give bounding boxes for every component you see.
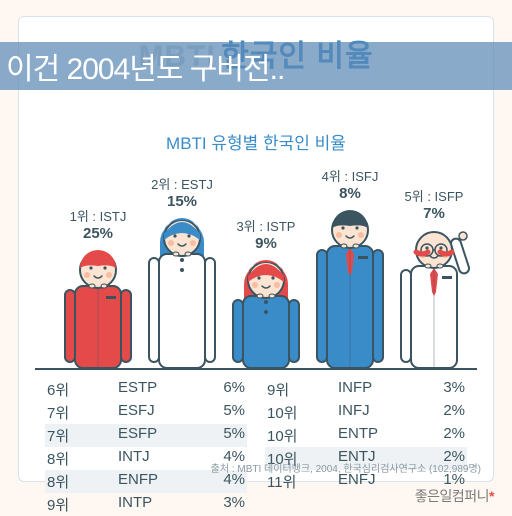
source-text: 출처 : MBTI 데이터뱅크, 2004, 한국심리검사연구소 (102,98… [211, 460, 481, 475]
rank-cell: 7위 [47, 425, 91, 446]
person-pct: 7% [405, 205, 464, 224]
table-row: 9위 INFP 3% [265, 378, 467, 401]
person-rank-type: 1위 : ISTJ [70, 209, 127, 225]
person: 4위 : ISFJ 8% [311, 169, 389, 368]
rank-cell: 7위 [47, 402, 91, 423]
type-cell: ESFJ [118, 402, 178, 423]
person-figure [143, 216, 221, 368]
table-row: 7위 ESFP 5% [45, 424, 247, 447]
footer-star: * [489, 488, 494, 504]
subtitle: MBTI 유형별 한국인 비율 [19, 129, 493, 154]
person-rank-type: 3위 : ISTP [237, 219, 296, 235]
person-pct: 9% [237, 235, 296, 254]
pct-cell: 3% [425, 379, 465, 400]
person-pct: 25% [70, 225, 127, 244]
type-cell: INFJ [338, 402, 398, 423]
rank-cell: 10위 [267, 425, 311, 446]
overlay-text: 이건 2004년도 구버전.. [6, 44, 284, 88]
person: 1위 : ISTJ 25% [59, 209, 137, 368]
person-rank-type: 5위 : ISFP [405, 189, 464, 205]
person-rank-type: 4위 : ISFJ [322, 169, 379, 185]
rank-cell: 9위 [267, 379, 311, 400]
type-cell: INTJ [118, 448, 178, 469]
rank-cell: 8위 [47, 471, 91, 492]
table-row: 10위 INFJ 2% [265, 401, 467, 424]
person-label: 2위 : ESTJ 15% [151, 177, 213, 212]
footer-text: 좋은일컴퍼니 [415, 488, 489, 504]
table-row: 6위 ESTP 6% [45, 378, 247, 401]
person-label: 3위 : ISTP 9% [237, 219, 296, 254]
person: 3위 : ISTP 9% [227, 219, 305, 368]
person-figure [311, 208, 389, 368]
type-cell: ESTP [118, 379, 178, 400]
person-pct: 8% [322, 185, 379, 204]
pct-cell: 5% [205, 402, 245, 423]
person: 5위 : ISFP 7% [395, 189, 473, 368]
person-figure [395, 228, 473, 368]
person: 2위 : ESTJ 15% [143, 177, 221, 368]
footer-logo: 좋은일컴퍼니* [415, 486, 494, 506]
type-cell: ENTP [338, 425, 398, 446]
pct-cell: 2% [425, 425, 465, 446]
pct-cell: 2% [425, 402, 465, 423]
person-figure [227, 258, 305, 368]
person-label: 5위 : ISFP 7% [405, 189, 464, 224]
pct-cell: 6% [205, 379, 245, 400]
person-label: 1위 : ISTJ 25% [70, 209, 127, 244]
people-chart: 1위 : ISTJ 25% 2위 : ESTJ 15% [35, 166, 477, 370]
person-figure [59, 248, 137, 368]
type-cell: ESFP [118, 425, 178, 446]
rank-cell: 8위 [47, 448, 91, 469]
table-row: 10위 ENTP 2% [265, 424, 467, 447]
rank-cell: 6위 [47, 379, 91, 400]
rank-cell: 10위 [267, 402, 311, 423]
pct-cell: 5% [205, 425, 245, 446]
person-label: 4위 : ISFJ 8% [322, 169, 379, 204]
person-pct: 15% [151, 193, 213, 212]
type-cell: ENFP [118, 471, 178, 492]
rank-table: 6위 ESTP 6% 7위 ESFJ 5% 7위 ESFP 5% 8위 INTJ… [45, 378, 467, 516]
person-rank-type: 2위 : ESTJ [151, 177, 213, 193]
table-col-left: 6위 ESTP 6% 7위 ESFJ 5% 7위 ESFP 5% 8위 INTJ… [45, 378, 247, 516]
type-cell: INFP [338, 379, 398, 400]
table-row: 7위 ESFJ 5% [45, 401, 247, 424]
table-row: 9위 INTP 3% [45, 493, 247, 516]
overlay-banner: 이건 2004년도 구버전.. [0, 42, 512, 90]
